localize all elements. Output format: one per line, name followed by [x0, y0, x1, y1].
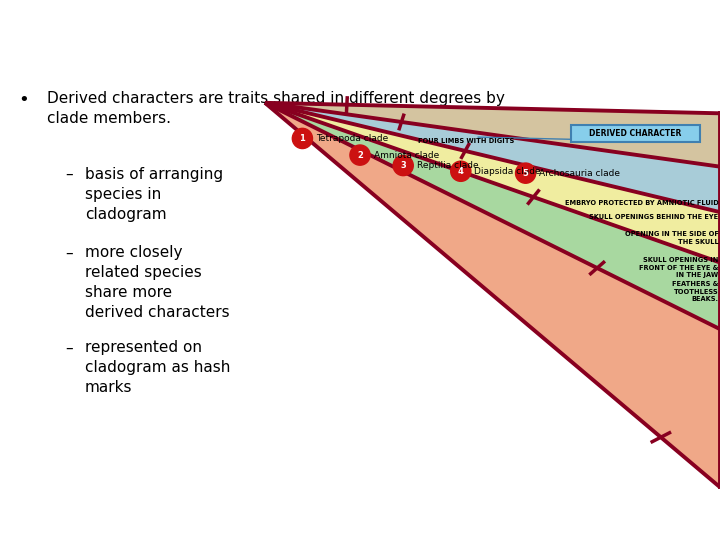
Text: SKULL OPENINGS IN
FRONT OF THE EYE &
IN THE JAW: SKULL OPENINGS IN FRONT OF THE EYE & IN … — [639, 257, 719, 278]
Text: 3: 3 — [400, 161, 406, 170]
Text: –: – — [65, 340, 73, 355]
FancyBboxPatch shape — [571, 125, 700, 142]
Text: Reptilia clade: Reptilia clade — [417, 161, 479, 170]
Text: –: – — [65, 167, 73, 182]
Text: Diapsida clade: Diapsida clade — [474, 167, 541, 176]
Text: 4: 4 — [458, 167, 464, 176]
Text: DERIVED CHARACTER: DERIVED CHARACTER — [589, 129, 682, 138]
Polygon shape — [265, 103, 720, 329]
Text: 1: 1 — [300, 134, 305, 143]
Text: represented on
cladogram as hash
marks: represented on cladogram as hash marks — [85, 340, 230, 395]
Text: basis of arranging
species in
cladogram: basis of arranging species in cladogram — [85, 167, 223, 221]
Ellipse shape — [292, 129, 312, 148]
Ellipse shape — [350, 145, 370, 165]
Ellipse shape — [393, 156, 413, 176]
Polygon shape — [265, 103, 720, 167]
Text: EMBRYO PROTECTED BY AMNIOTIC FLUID: EMBRYO PROTECTED BY AMNIOTIC FLUID — [564, 200, 719, 206]
Text: •: • — [18, 91, 29, 109]
Ellipse shape — [451, 161, 471, 181]
Polygon shape — [265, 103, 720, 487]
Text: Archosauria clade: Archosauria clade — [539, 168, 621, 178]
Text: SKULL OPENINGS BEHIND THE EYE: SKULL OPENINGS BEHIND THE EYE — [590, 214, 719, 220]
Text: Derived characters are traits shared in different degrees by
clade members.: Derived characters are traits shared in … — [47, 91, 505, 126]
Text: 2: 2 — [357, 151, 363, 160]
Ellipse shape — [516, 163, 536, 183]
Polygon shape — [265, 103, 720, 262]
Polygon shape — [265, 103, 720, 212]
Text: OPENING IN THE SIDE OF
THE SKULL: OPENING IN THE SIDE OF THE SKULL — [625, 231, 719, 245]
Text: Amniota clade: Amniota clade — [374, 151, 439, 160]
Text: 5: 5 — [523, 168, 528, 178]
Text: 17.2 Classification Based on Evolutionary Relationships: 17.2 Classification Based on Evolutionar… — [14, 21, 720, 44]
Text: –: – — [65, 245, 73, 260]
Text: Tetrapoda clade: Tetrapoda clade — [316, 134, 388, 143]
Text: FOUR LIMBS WITH DIGITS: FOUR LIMBS WITH DIGITS — [418, 138, 514, 144]
Text: more closely
related species
share more
derived characters: more closely related species share more … — [85, 245, 230, 320]
Text: FEATHERS &
TOOTHLESS
BEAKS.: FEATHERS & TOOTHLESS BEAKS. — [672, 281, 719, 302]
